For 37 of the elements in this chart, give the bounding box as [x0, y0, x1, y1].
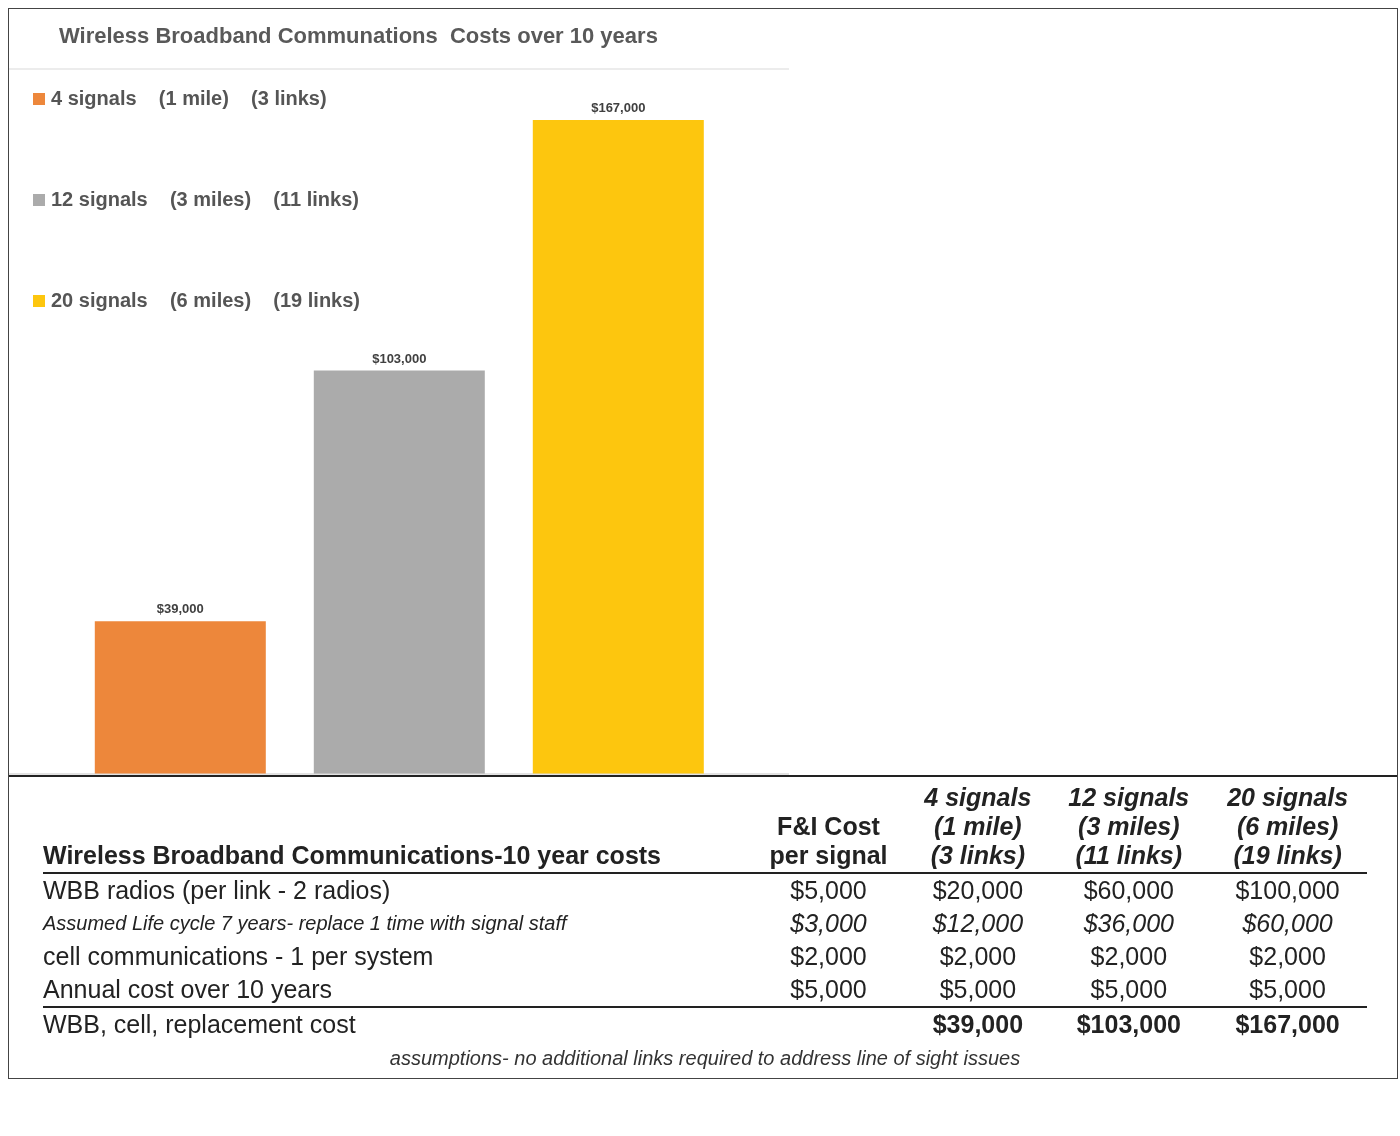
data-label: $39,000	[156, 601, 204, 617]
text: Wireless Broadband Communications-10 year costs	[43, 840, 663, 871]
text: $3,000	[789, 908, 868, 939]
text: $39,000	[932, 1010, 1024, 1038]
text: 20 signals (6 miles) (19 links)	[1226, 782, 1350, 871]
text: $5,000	[1089, 974, 1169, 1005]
text: $2,000	[938, 941, 1018, 972]
text: Annual cost over 10 years	[43, 974, 334, 1005]
text: $20,000	[931, 875, 1025, 906]
text: $2,000	[1248, 941, 1327, 972]
data-label: $103,000	[372, 350, 427, 366]
text: $100,000	[1234, 875, 1341, 906]
data-label: $167,000	[591, 99, 646, 115]
text: Assumed Life cycle 7 years- replace 1 time with signal staff	[43, 911, 570, 936]
legend-label: 12 signals (3 miles) (11 links)	[51, 188, 359, 211]
text: $5,000	[938, 974, 1018, 1005]
text: $2,000	[1089, 941, 1169, 972]
text: $36,000	[1082, 908, 1175, 939]
text: assumptions- no additional links required to address line of sight issues	[388, 1047, 1022, 1070]
text: $60,000	[1082, 875, 1175, 906]
text: WBB radios (per link - 2 radios)	[43, 875, 392, 906]
text: 4 signals (1 mile) (3 links)	[923, 782, 1033, 871]
text: F&I Cost per signal	[768, 811, 889, 871]
legend-label: 4 signals (1 mile) (3 links)	[51, 87, 327, 110]
text: $5,000	[789, 974, 868, 1005]
chart-title: Wireless Broadband Communations Costs over 10 years	[59, 23, 658, 49]
text: $103,000	[1076, 1010, 1181, 1038]
text: $12,000	[931, 908, 1025, 939]
text: $5,000	[1248, 974, 1327, 1005]
text: $2,000	[789, 941, 868, 972]
text: $60,000	[1241, 908, 1334, 939]
text: cell communications - 1 per system	[43, 941, 435, 972]
text: WBB, cell, replacement cost	[43, 1009, 357, 1040]
text: 12 signals (3 miles) (11 links)	[1067, 782, 1191, 871]
text: $167,000	[1235, 1010, 1340, 1038]
text: $5,000	[789, 875, 868, 906]
legend-label: 20 signals (6 miles) (19 links)	[51, 289, 361, 312]
